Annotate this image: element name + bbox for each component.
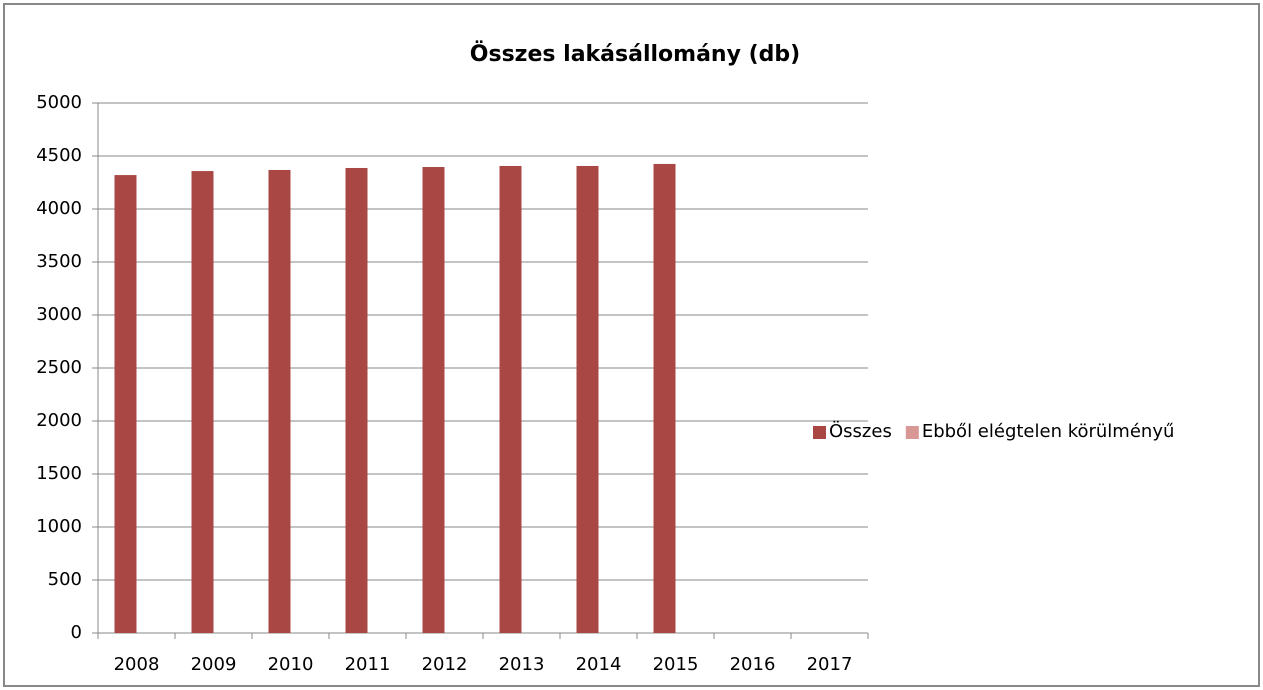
bar bbox=[268, 169, 291, 633]
y-tick-label: 3000 bbox=[36, 304, 82, 325]
x-tick-label: 2008 bbox=[114, 654, 160, 675]
bar bbox=[114, 175, 137, 633]
bar bbox=[422, 167, 445, 634]
x-tick-label: 2010 bbox=[268, 654, 314, 675]
y-tick-label: 3500 bbox=[36, 251, 82, 272]
bar bbox=[345, 167, 368, 633]
x-tick-label: 2014 bbox=[576, 654, 622, 675]
legend-swatch bbox=[905, 426, 919, 439]
x-tick-label: 2013 bbox=[499, 654, 545, 675]
x-tick-label: 2009 bbox=[191, 654, 237, 675]
bar bbox=[576, 165, 599, 634]
legend-label: Ebből elégtelen körülményű bbox=[922, 421, 1175, 442]
bar bbox=[191, 171, 214, 633]
x-tick-label: 2012 bbox=[422, 654, 468, 675]
y-tick-label: 2500 bbox=[36, 357, 82, 378]
y-tick-label: 0 bbox=[71, 622, 82, 643]
chart-title: Összes lakásállomány (db) bbox=[470, 41, 800, 67]
bar bbox=[499, 165, 522, 634]
bar bbox=[653, 163, 676, 633]
y-tick-label: 2000 bbox=[36, 410, 82, 431]
legend-swatch bbox=[813, 426, 826, 439]
y-tick-label: 4000 bbox=[36, 198, 82, 219]
x-tick-label: 2011 bbox=[345, 654, 391, 675]
y-tick-label: 1500 bbox=[36, 463, 82, 484]
y-tick-label: 4500 bbox=[36, 145, 82, 166]
y-tick-label: 1000 bbox=[36, 516, 82, 537]
legend-label: Összes bbox=[829, 420, 892, 442]
x-tick-label: 2017 bbox=[807, 654, 853, 675]
y-tick-label: 5000 bbox=[36, 92, 82, 113]
x-tick-label: 2015 bbox=[653, 654, 699, 675]
x-tick-label: 2016 bbox=[730, 654, 776, 675]
y-tick-label: 500 bbox=[48, 569, 82, 590]
